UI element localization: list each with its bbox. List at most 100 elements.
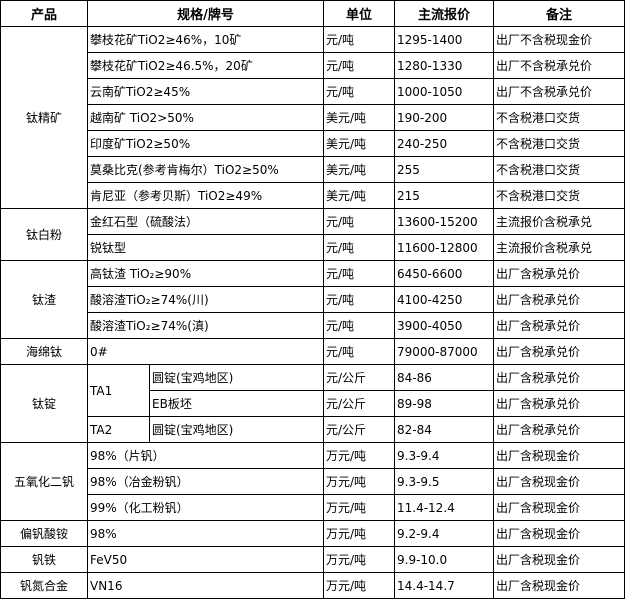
price-cell: 6450-6600 bbox=[394, 260, 494, 287]
note-cell: 不含税港口交货 bbox=[493, 104, 625, 131]
spec-cell: 0# bbox=[87, 338, 324, 365]
unit-cell: 万元/吨 bbox=[323, 494, 395, 521]
unit-cell: 元/吨 bbox=[323, 312, 395, 339]
header-row: 产品 规格/牌号 单位 主流报价 备注 bbox=[0, 0, 625, 27]
price-cell: 1000-1050 bbox=[394, 78, 494, 105]
unit-cell: 元/吨 bbox=[323, 286, 395, 313]
table-row: TA2 圆锭(宝鸡地区) 元/公斤 82-84 出厂含税承兑价 bbox=[1, 416, 625, 443]
price-cell: 1280-1330 bbox=[394, 52, 494, 79]
unit-cell: 元/吨 bbox=[323, 338, 395, 365]
spec-cell: 98%（片钒） bbox=[87, 442, 324, 469]
header-unit: 单位 bbox=[323, 0, 395, 27]
spec-cell: 锐钛型 bbox=[87, 234, 324, 261]
product-name: 钛精矿 bbox=[0, 26, 88, 209]
table-row: 钒氮合金 VN16 万元/吨 14.4-14.7 出厂含税现金价 bbox=[0, 572, 625, 599]
table-row: 钛白粉 金红石型（硫酸法） 元/吨 13600-15200 主流报价含税承兑 bbox=[0, 208, 625, 261]
note-cell: 出厂不含税承兑价 bbox=[493, 52, 625, 79]
price-cell: 9.3-9.4 bbox=[394, 442, 494, 469]
table-row: 酸溶渣TiO₂≥74%(滇) 元/吨 3900-4050 出厂含税承兑价 bbox=[1, 312, 625, 339]
price-cell: 240-250 bbox=[394, 130, 494, 157]
table-row: 钛锭 TA1 圆锭(宝鸡地区) 元/公斤 84-86 出厂含税承兑价 bbox=[0, 364, 625, 443]
table-row: 锐钛型 元/吨 11600-12800 主流报价含税承兑 bbox=[1, 234, 625, 261]
price-cell: 14.4-14.7 bbox=[394, 572, 494, 599]
header-note: 备注 bbox=[493, 0, 625, 27]
price-cell: 79000-87000 bbox=[394, 338, 494, 365]
table-row: 偏钒酸铵 98% 万元/吨 9.2-9.4 出厂含税现金价 bbox=[0, 520, 625, 547]
grade-label: TA1 bbox=[87, 364, 150, 417]
table-row: 酸溶渣TiO₂≥74%(川) 元/吨 4100-4250 出厂含税承兑价 bbox=[1, 286, 625, 313]
price-cell: 4100-4250 bbox=[394, 286, 494, 313]
spec-cell: 云南矿TiO2≥45% bbox=[87, 78, 324, 105]
note-cell: 出厂不含税现金价 bbox=[493, 26, 625, 53]
spec-cell: 印度矿TiO2≥50% bbox=[87, 130, 324, 157]
product-name: 海绵钛 bbox=[0, 338, 88, 365]
table-row: 钛渣 高钛渣 TiO₂≥90% 元/吨 6450-6600 出厂含税承兑价 bbox=[0, 260, 625, 339]
price-cell: 1295-1400 bbox=[394, 26, 494, 53]
unit-cell: 万元/吨 bbox=[323, 520, 395, 547]
price-cell: 3900-4050 bbox=[394, 312, 494, 339]
grade-label: TA2 bbox=[87, 416, 150, 443]
note-cell: 不含税港口交货 bbox=[493, 130, 625, 157]
product-name: 钛锭 bbox=[0, 364, 88, 443]
note-cell: 出厂不含税承兑价 bbox=[493, 78, 625, 105]
price-cell: 9.9-10.0 bbox=[394, 546, 494, 573]
table-row: 肯尼亚（参考贝斯）TiO2≥49% 美元/吨 215 不含税港口交货 bbox=[1, 182, 625, 209]
note-cell: 出厂含税承兑价 bbox=[493, 312, 625, 339]
price-cell: 11600-12800 bbox=[394, 234, 494, 261]
note-cell: 出厂含税现金价 bbox=[493, 520, 625, 547]
product-name: 钛渣 bbox=[0, 260, 88, 339]
product-name: 钒氮合金 bbox=[0, 572, 88, 599]
table-row: 钒铁 FeV50 万元/吨 9.9-10.0 出厂含税现金价 bbox=[0, 546, 625, 573]
spec-cell: 99%（化工粉钒） bbox=[87, 494, 324, 521]
note-cell: 出厂含税承兑价 bbox=[493, 260, 625, 287]
product-name: 五氧化二钒 bbox=[0, 442, 88, 521]
spec-cell: 高钛渣 TiO₂≥90% bbox=[87, 260, 324, 287]
price-cell: 190-200 bbox=[394, 104, 494, 131]
product-name: 钛白粉 bbox=[0, 208, 88, 261]
unit-cell: 美元/吨 bbox=[323, 104, 395, 131]
unit-cell: 元/吨 bbox=[323, 26, 395, 53]
unit-cell: 万元/吨 bbox=[323, 468, 395, 495]
note-cell: 出厂含税承兑价 bbox=[493, 416, 625, 443]
unit-cell: 美元/吨 bbox=[323, 130, 395, 157]
note-cell: 出厂含税承兑价 bbox=[493, 390, 625, 417]
header-price: 主流报价 bbox=[394, 0, 494, 27]
price-cell: 9.2-9.4 bbox=[394, 520, 494, 547]
note-cell: 主流报价含税承兑 bbox=[493, 234, 625, 261]
spec-cell: 98% bbox=[87, 520, 324, 547]
spec-cell: 莫桑比克(参考肯梅尔）TiO2≥50% bbox=[87, 156, 324, 183]
note-cell: 主流报价含税承兑 bbox=[493, 208, 625, 235]
table-row: 莫桑比克(参考肯梅尔）TiO2≥50% 美元/吨 255 不含税港口交货 bbox=[1, 156, 625, 183]
table-row: 越南矿 TiO2>50% 美元/吨 190-200 不含税港口交货 bbox=[1, 104, 625, 131]
spec-cell: 圆锭(宝鸡地区) bbox=[149, 416, 324, 443]
spec-cell: 酸溶渣TiO₂≥74%(滇) bbox=[87, 312, 324, 339]
table-row: EB板坯 元/公斤 89-98 出厂含税承兑价 bbox=[1, 390, 625, 417]
note-cell: 出厂含税承兑价 bbox=[493, 338, 625, 365]
spec-cell: FeV50 bbox=[87, 546, 324, 573]
note-cell: 出厂含税承兑价 bbox=[493, 286, 625, 313]
unit-cell: 元/吨 bbox=[323, 234, 395, 261]
spec-cell: 酸溶渣TiO₂≥74%(川) bbox=[87, 286, 324, 313]
note-cell: 出厂含税现金价 bbox=[493, 468, 625, 495]
product-name: 偏钒酸铵 bbox=[0, 520, 88, 547]
unit-cell: 元/公斤 bbox=[323, 390, 395, 417]
note-cell: 出厂含税现金价 bbox=[493, 546, 625, 573]
note-cell: 出厂含税现金价 bbox=[493, 572, 625, 599]
unit-cell: 万元/吨 bbox=[323, 546, 395, 573]
unit-cell: 元/吨 bbox=[323, 260, 395, 287]
spec-cell: 攀枝花矿TiO2≥46%，10矿 bbox=[87, 26, 324, 53]
price-cell: 215 bbox=[394, 182, 494, 209]
table-row: 98%（冶金粉钒） 万元/吨 9.3-9.5 出厂含税现金价 bbox=[1, 468, 625, 495]
price-cell: 11.4-12.4 bbox=[394, 494, 494, 521]
unit-cell: 元/吨 bbox=[323, 78, 395, 105]
note-cell: 出厂含税现金价 bbox=[493, 442, 625, 469]
unit-cell: 美元/吨 bbox=[323, 182, 395, 209]
unit-cell: 美元/吨 bbox=[323, 156, 395, 183]
unit-cell: 元/公斤 bbox=[323, 364, 395, 391]
unit-cell: 元/吨 bbox=[323, 52, 395, 79]
header-product: 产品 bbox=[0, 0, 88, 27]
spec-cell: 攀枝花矿TiO2≥46.5%，20矿 bbox=[87, 52, 324, 79]
note-cell: 不含税港口交货 bbox=[493, 156, 625, 183]
product-name: 钒铁 bbox=[0, 546, 88, 573]
note-cell: 不含税港口交货 bbox=[493, 182, 625, 209]
